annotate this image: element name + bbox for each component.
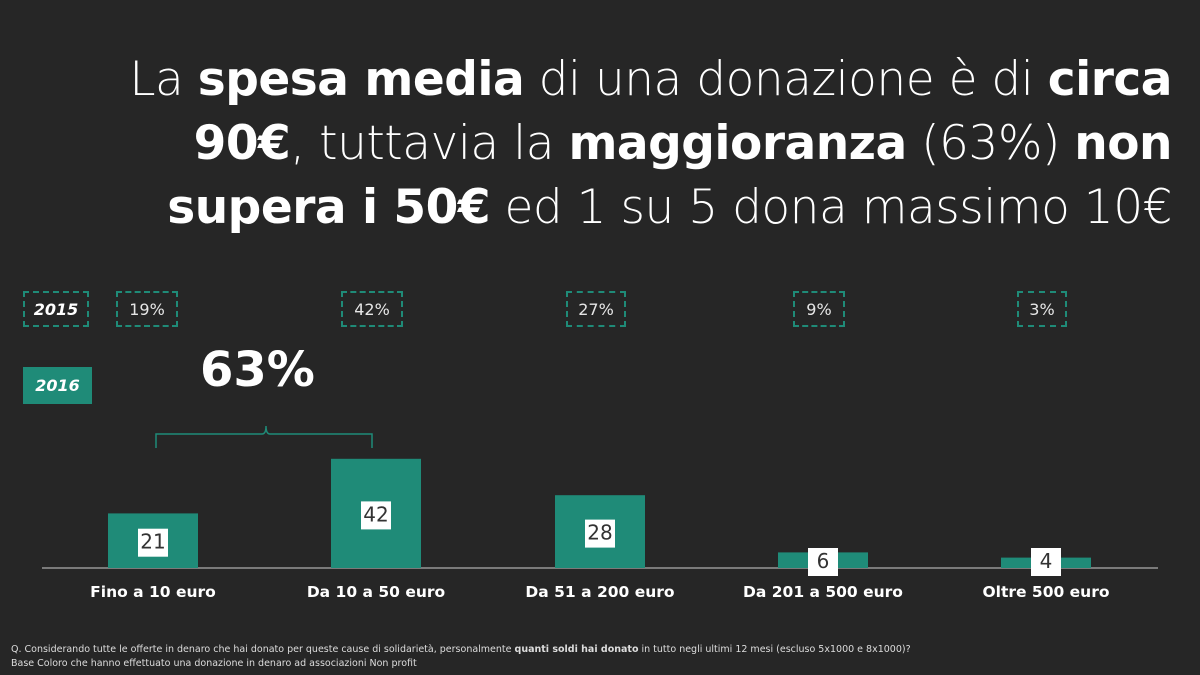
previous-year-value: 3% — [1017, 291, 1067, 327]
bar-value-label: 21 — [140, 530, 165, 554]
previous-year-value: 42% — [341, 291, 403, 327]
category-label: Da 51 a 200 euro — [525, 583, 674, 601]
previous-year-value: 27% — [566, 291, 626, 327]
title-part: circa 90€ — [193, 52, 1173, 171]
bracket-percentage: 63% — [200, 342, 315, 398]
category-label: Da 201 a 500 euro — [743, 583, 903, 601]
bar-value-box — [361, 501, 391, 530]
category-label: Fino a 10 euro — [90, 583, 216, 601]
footnote-part: in tutto negli ultimi 12 mesi (escluso 5… — [638, 644, 911, 655]
title-part: di una donazione è di — [524, 52, 1048, 107]
bar-value-box — [138, 528, 168, 557]
title-part: spesa media — [197, 52, 525, 107]
category-label: Da 10 a 50 euro — [307, 583, 445, 601]
footnote-question: Q. Considerando tutte le offerte in dena… — [11, 643, 911, 657]
title-part: , tuttavia la — [290, 116, 569, 171]
previous-year-value: 19% — [116, 291, 178, 327]
legend-2016: 2016 — [23, 367, 92, 404]
chart-title: La spesa media di una donazione è di cir… — [22, 48, 1172, 240]
footnote-part: Q. Considerando tutte le offerte in dena… — [11, 644, 515, 655]
bar-value-label: 28 — [587, 521, 612, 545]
bar-value-box — [1031, 548, 1061, 576]
legend-2015: 2015 — [23, 291, 89, 327]
category-label: Oltre 500 euro — [982, 583, 1109, 601]
footnote-base: Base Coloro che hanno effettuato una don… — [11, 658, 417, 669]
title-part: non supera i 50€ — [167, 116, 1172, 235]
bar-value-box — [585, 519, 615, 548]
title-part: ed 1 su 5 dona massimo 10€ — [490, 180, 1172, 235]
footnote-part: quanti soldi hai donato — [514, 644, 639, 655]
bar-value-box — [808, 548, 838, 576]
bracket — [155, 425, 373, 448]
footnote: Q. Considerando tutte le offerte in dena… — [11, 643, 911, 671]
bar-value-label: 4 — [1040, 549, 1053, 573]
bar-value-label: 42 — [363, 502, 388, 526]
previous-year-value: 9% — [793, 291, 845, 327]
title-part: La — [129, 52, 198, 107]
title-part: (63%) — [906, 116, 1075, 171]
bar-value-label: 6 — [817, 549, 830, 573]
title-part: maggioranza — [568, 116, 907, 171]
